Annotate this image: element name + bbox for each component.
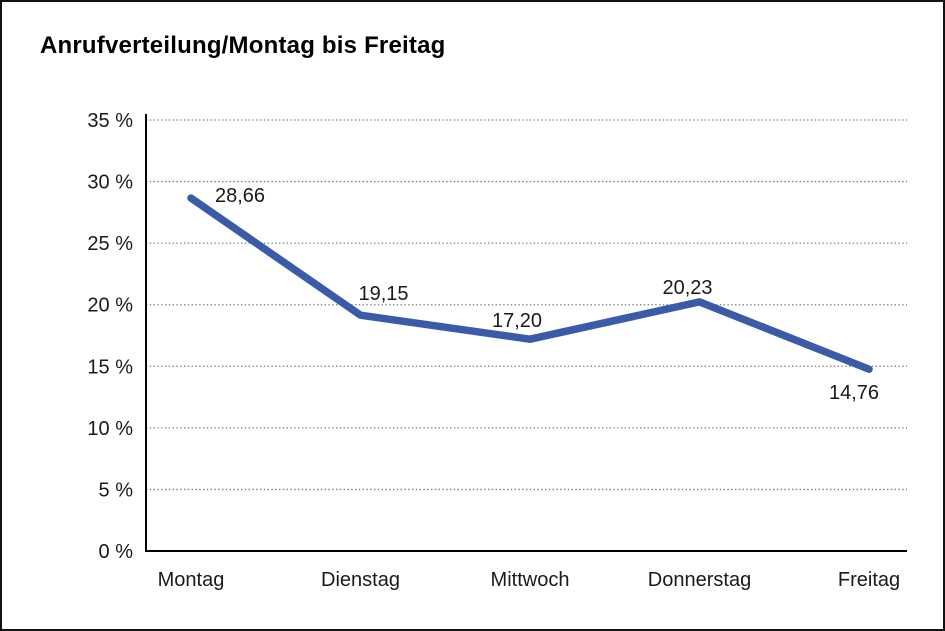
- y-axis-tick-label: 35 %: [87, 110, 133, 132]
- x-axis-category-label: Mittwoch: [491, 569, 570, 591]
- y-axis-tick-label: 30 %: [87, 172, 133, 194]
- axis-lines: [145, 114, 907, 552]
- data-point-label: 14,76: [829, 382, 879, 404]
- x-axis-category-label: Montag: [158, 569, 225, 591]
- y-axis-tick-label: 0 %: [99, 541, 134, 563]
- y-axis-tick-label: 15 %: [87, 356, 133, 378]
- y-axis-tick-label: 20 %: [87, 295, 133, 317]
- y-axis-tick-label: 10 %: [87, 418, 133, 440]
- y-axis-tick-label: 25 %: [87, 233, 133, 255]
- data-point-label: 17,20: [492, 310, 542, 332]
- x-axis-category-label: Donnerstag: [648, 569, 751, 591]
- x-axis-category-label: Freitag: [838, 569, 900, 591]
- series-line: [187, 194, 873, 373]
- data-point-label: 20,23: [662, 277, 712, 299]
- data-point-label: 19,15: [358, 283, 408, 305]
- x-axis-category-label: Dienstag: [321, 569, 400, 591]
- data-point-label: 28,66: [215, 185, 265, 207]
- y-axis-tick-label: 5 %: [99, 479, 134, 501]
- chart-title: Anrufverteilung/Montag bis Freitag: [40, 32, 446, 59]
